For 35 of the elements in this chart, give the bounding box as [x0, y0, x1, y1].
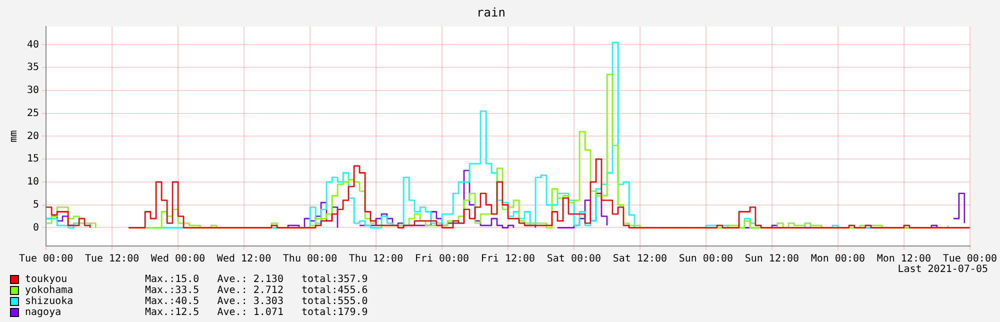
x-tick-label: Thu 00:00 [282, 254, 338, 265]
chart-title: rain [476, 5, 506, 20]
y-tick-label: 15 [26, 154, 40, 165]
text: Max.:40.5 Ave.: 3.303 total:555.0 [145, 296, 368, 307]
y-tick-label: 10 [26, 176, 40, 188]
legend-label: shizuoka [25, 296, 74, 307]
x-tick-label: Sun 00:00 [678, 254, 734, 265]
y-axis-title: mm [8, 130, 20, 142]
x-tick-label: Sat 12:00 [612, 254, 668, 265]
legend-label: toukyou [25, 274, 68, 285]
x-tick-label: Wed 00:00 [150, 254, 206, 265]
text: Max.:12.5 Ave.: 1.071 total:179.9 [145, 307, 368, 318]
text: Last 2021-07-05 [898, 264, 988, 275]
x-tick-label: Thu 12:00 [348, 254, 404, 265]
x-tick-label: Tue 12:00 [84, 254, 140, 265]
x-tick-label: Sun 12:00 [744, 254, 800, 265]
y-tick-label: 35 [26, 62, 40, 74]
x-tick-label: Fri 00:00 [414, 254, 470, 265]
y-tick-label: 0 [33, 222, 40, 234]
y-tick-label: 30 [26, 85, 40, 96]
text: Max.:15.0 Ave.: 2.130 total:357.9 [145, 274, 368, 285]
x-tick-label: Tue 00:00 [18, 254, 74, 265]
x-tick-label: Wed 12:00 [216, 254, 272, 265]
text: Max.:33.5 Ave.: 2.712 total:455.6 [145, 285, 368, 296]
x-tick-label: Tue 00:00 [942, 254, 997, 265]
y-tick-label: 40 [26, 39, 40, 50]
y-tick-label: 25 [26, 108, 40, 119]
x-tick-label: Fri 12:00 [480, 254, 536, 265]
y-tick-label: 5 [33, 199, 40, 210]
x-tick-label: Mon 12:00 [876, 254, 932, 265]
x-tick-label: Mon 00:00 [810, 254, 866, 265]
y-tick-label: 20 [26, 130, 40, 142]
x-tick-label: Sat 00:00 [546, 254, 602, 265]
legend-label: nagoya [25, 307, 62, 318]
legend-label: yokohama [25, 285, 74, 296]
